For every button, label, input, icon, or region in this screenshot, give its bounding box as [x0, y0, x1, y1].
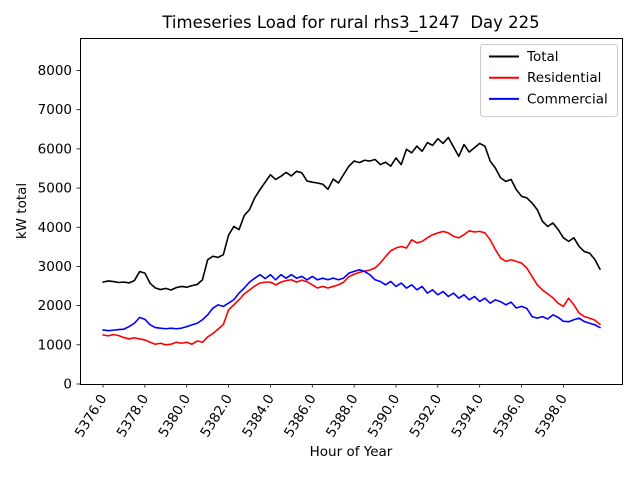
legend-label-commercial: Commercial	[527, 91, 608, 107]
chart-title: Timeseries Load for rural rhs3_1247 Day …	[162, 13, 540, 32]
x-tick-label: 5380.0	[156, 392, 195, 441]
x-tick-label: 5376.0	[72, 392, 111, 441]
x-tick-label: 5384.0	[239, 392, 278, 441]
series-line-total	[102, 136, 601, 291]
y-tick-label: 8000	[38, 63, 72, 79]
y-tick-label: 0	[63, 377, 72, 393]
x-tick-label: 5394.0	[448, 392, 487, 441]
legend-label-total: Total	[526, 49, 559, 65]
x-tick-label: 5396.0	[490, 392, 529, 441]
x-tick-label: 5378.0	[114, 392, 153, 441]
series-line-commercial	[102, 268, 601, 332]
x-axis-label: Hour of Year	[309, 444, 393, 460]
x-tick-label: 5386.0	[281, 392, 320, 441]
x-tick-label: 5382.0	[197, 392, 236, 441]
y-tick-label: 3000	[38, 259, 72, 275]
y-tick-label: 6000	[38, 141, 72, 157]
y-tick-label: 7000	[38, 102, 72, 118]
y-tick-label: 2000	[38, 298, 72, 314]
x-tick-label: 5398.0	[532, 392, 571, 441]
x-tick-label: 5392.0	[407, 392, 446, 441]
x-tick-label: 5390.0	[365, 392, 404, 441]
legend-label-residential: Residential	[527, 70, 601, 86]
series-line-residential	[102, 229, 601, 346]
y-tick-label: 1000	[38, 337, 72, 353]
plot-border	[80, 38, 623, 385]
y-tick-label: 5000	[38, 181, 72, 197]
x-tick-label: 5388.0	[323, 392, 362, 441]
y-tick-label: 4000	[38, 220, 72, 236]
